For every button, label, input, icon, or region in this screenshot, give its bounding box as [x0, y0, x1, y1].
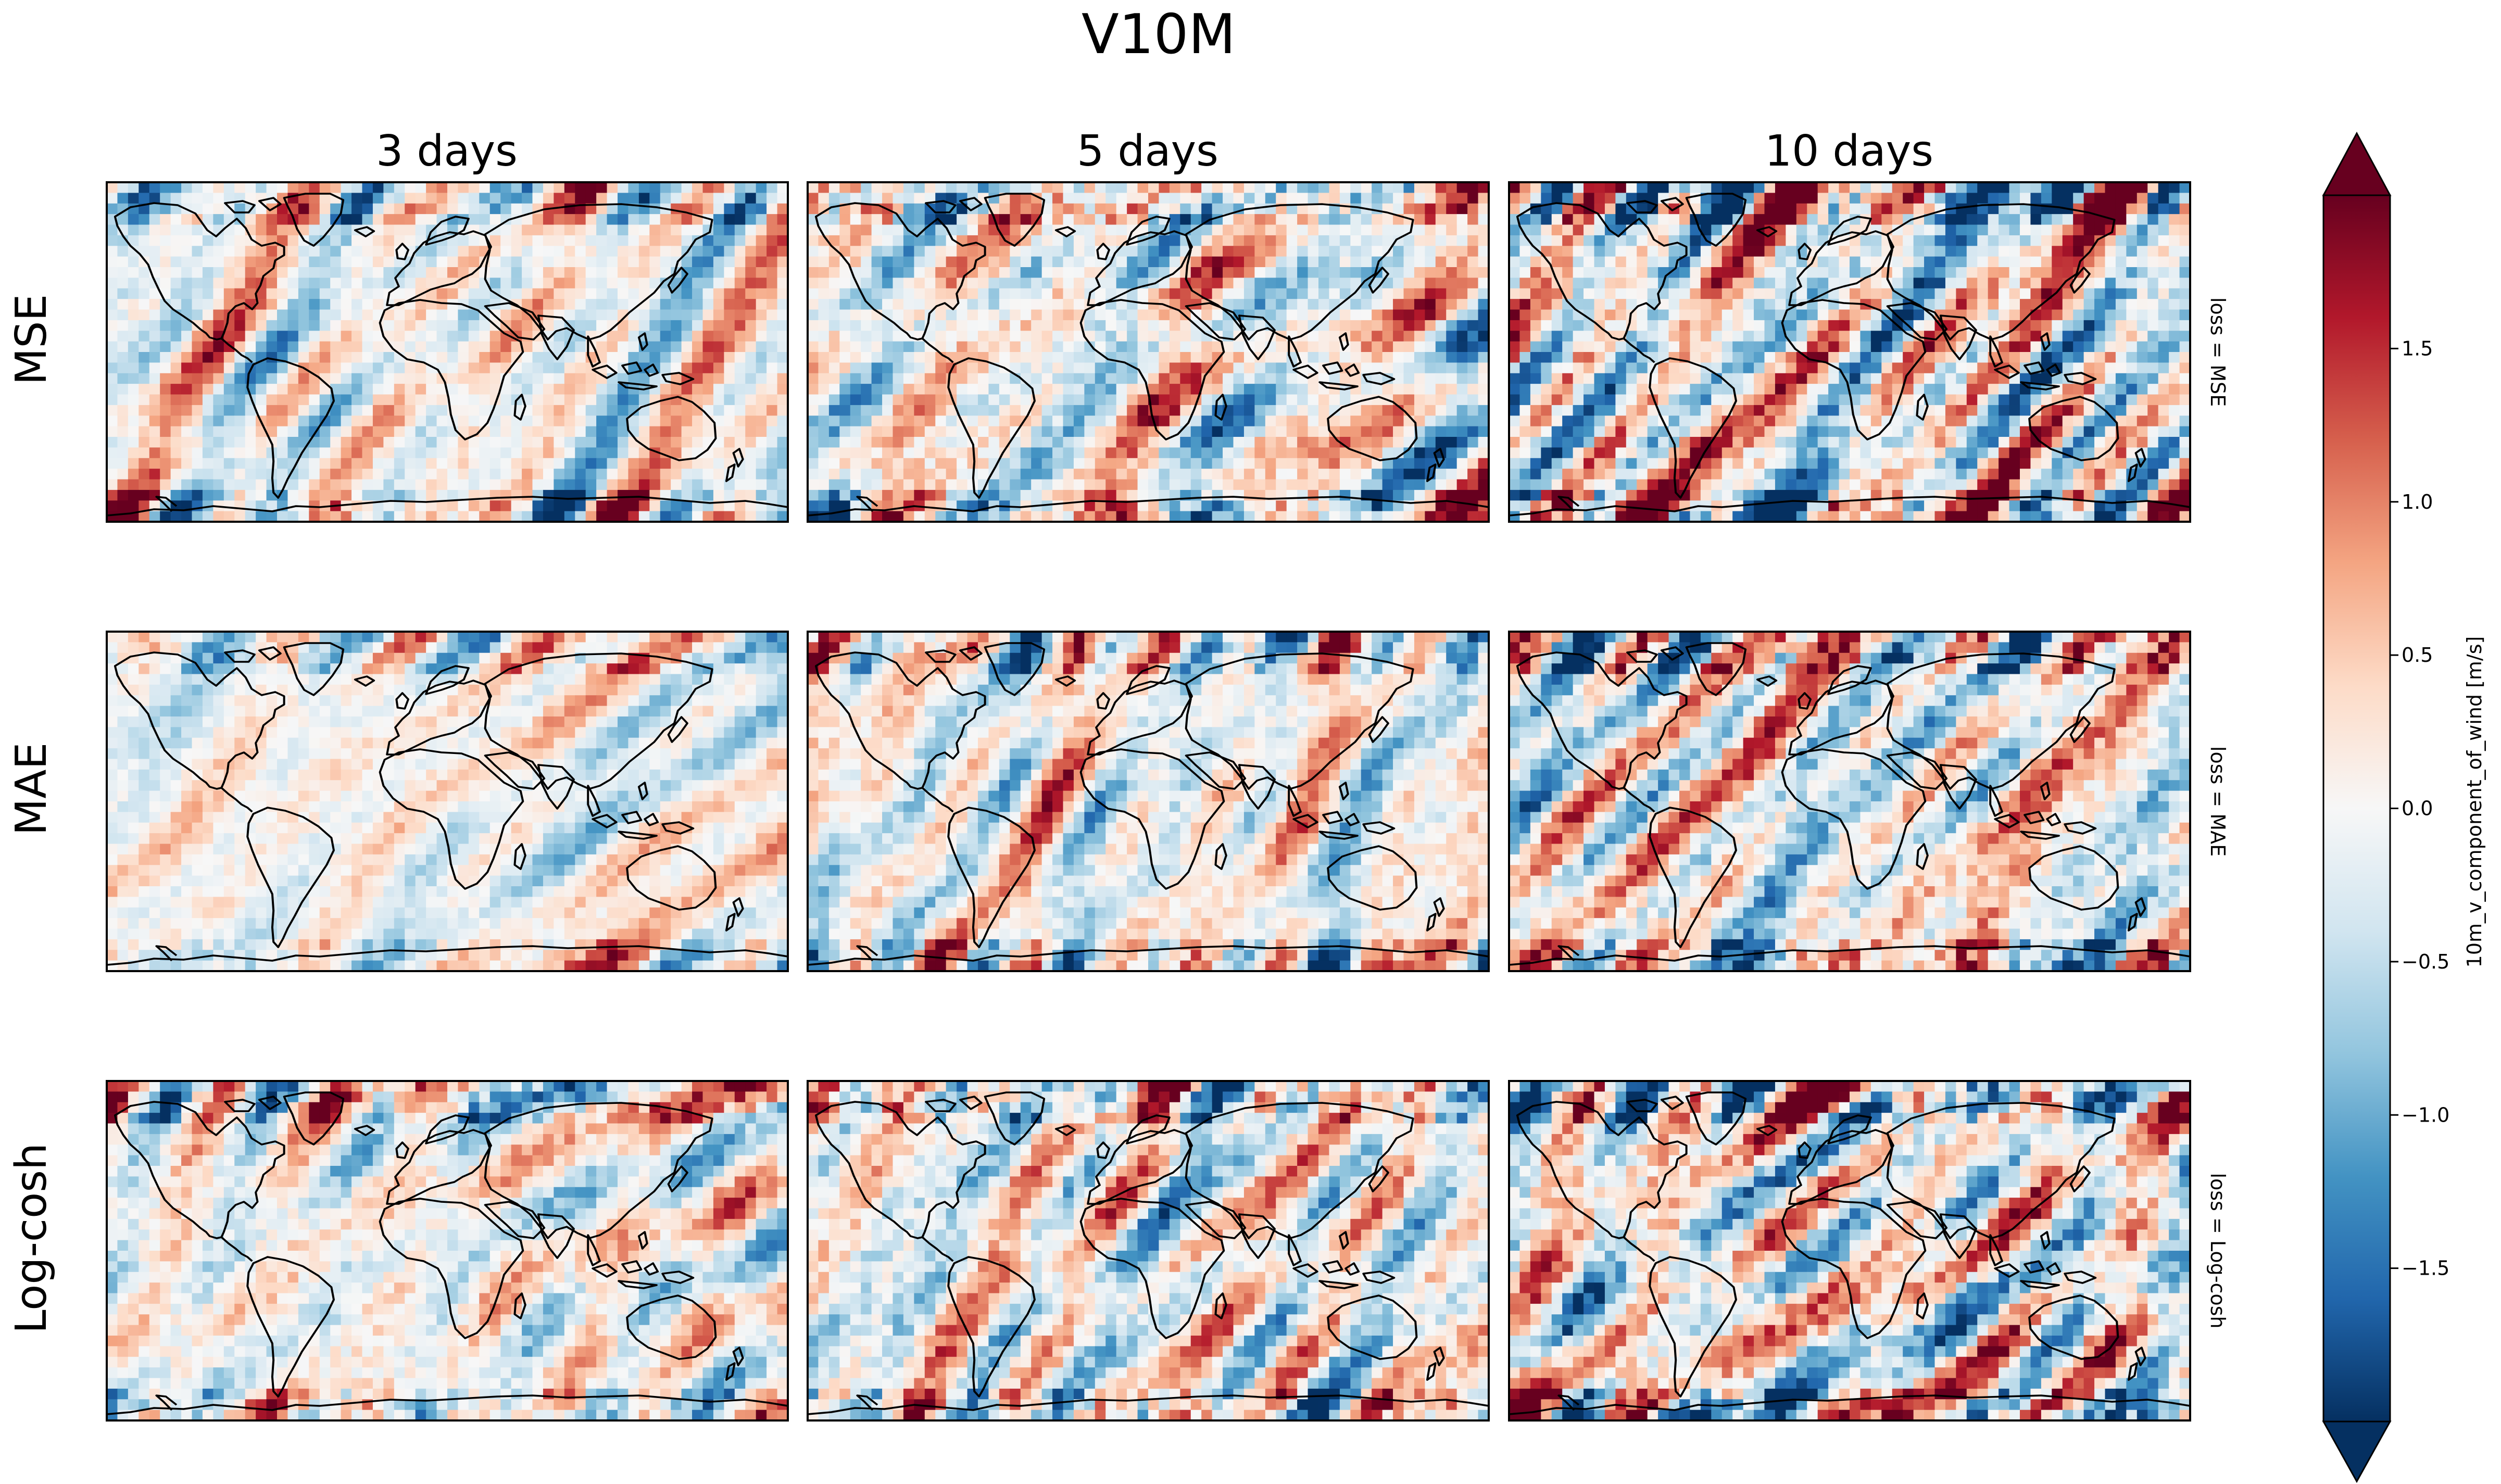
colorbar-extend-top — [2323, 133, 2390, 195]
colorbar-tick-label: 1.5 — [2402, 337, 2433, 360]
column-title-3-days: 3 days — [376, 127, 518, 176]
side-label-log-cosh: loss = Log-cosh — [2206, 1173, 2229, 1328]
figure-title: V10M — [1082, 3, 1236, 66]
colorbar-tick-label: 1.0 — [2402, 491, 2433, 513]
colorbar-gradient — [2323, 195, 2390, 1422]
colorbar-tick-label: 0.5 — [2402, 644, 2433, 666]
panel-grid — [107, 182, 2191, 1421]
colorbar-tick-label: −1.5 — [2402, 1257, 2449, 1280]
colorbar-extend-bottom — [2323, 1422, 2390, 1481]
row-title-log-cosh: Log-cosh — [7, 1143, 56, 1334]
row-title-mse: MSE — [7, 294, 56, 385]
map-panel-mae-3-days — [107, 632, 788, 972]
colorbar: −1.5 −1.0 −0.5 0.0 0.5 1.0 1.5 10m_v_component… — [2323, 133, 2486, 1481]
map-panel-mae-5-days — [808, 632, 1489, 972]
side-label-mae: loss = MAE — [2206, 746, 2229, 857]
colorbar-tick-label: −1.0 — [2402, 1103, 2449, 1126]
map-panel-mae-10-days — [1509, 632, 2191, 972]
map-panel-mse-5-days — [808, 182, 1489, 522]
column-title-10-days: 10 days — [1765, 127, 1933, 176]
map-panel-mse-10-days — [1509, 182, 2191, 522]
colorbar-tick-label: −0.5 — [2402, 950, 2449, 973]
colorbar-label: 10m_v_component_of_wind [m/s] — [2463, 636, 2486, 968]
column-title-5-days: 5 days — [1077, 127, 1218, 176]
colorbar-tick-label: 0.0 — [2402, 797, 2433, 820]
row-title-mae: MAE — [7, 743, 56, 836]
colorbar-ticks: −1.5 −1.0 −0.5 0.0 0.5 1.0 1.5 — [2390, 337, 2449, 1279]
map-panel-log-cosh-3-days — [107, 1081, 788, 1421]
side-label-mse: loss = MSE — [2206, 297, 2229, 407]
map-panel-log-cosh-10-days — [1509, 1081, 2191, 1421]
map-panel-mse-3-days — [107, 182, 788, 522]
map-panel-log-cosh-5-days — [808, 1081, 1489, 1421]
